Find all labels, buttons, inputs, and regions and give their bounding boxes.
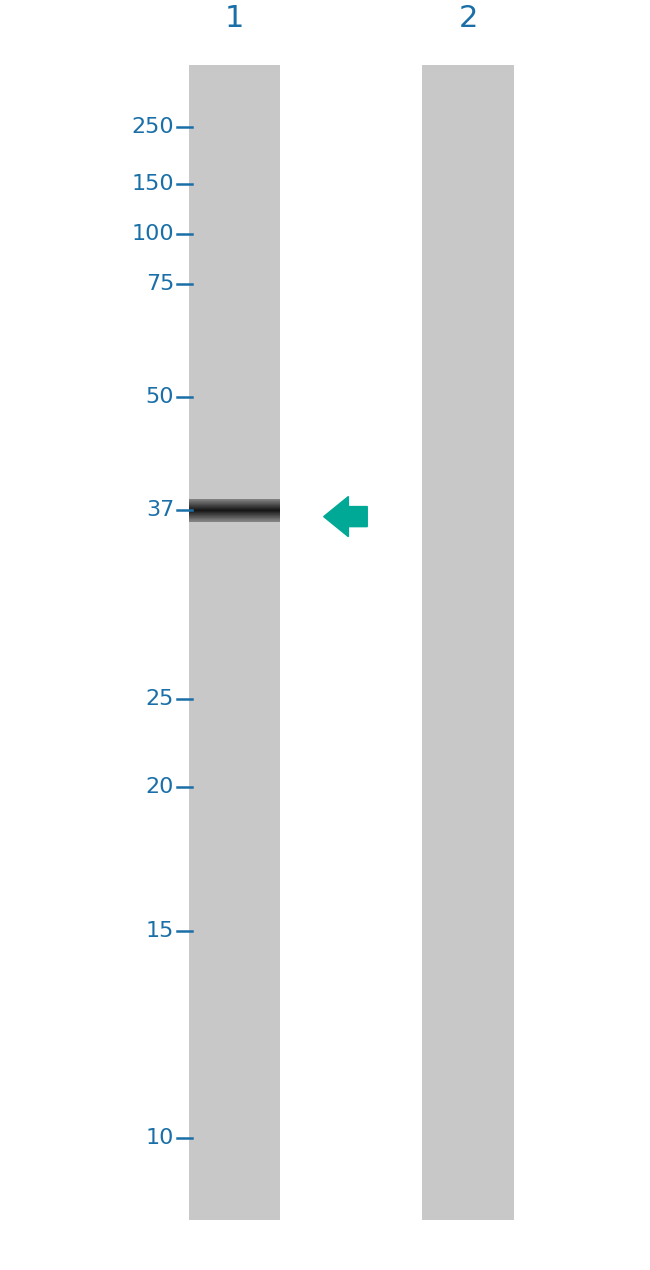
Text: 20: 20 bbox=[146, 776, 174, 796]
Text: 250: 250 bbox=[131, 117, 174, 137]
Text: 150: 150 bbox=[131, 174, 174, 194]
Text: 100: 100 bbox=[131, 224, 174, 244]
FancyArrow shape bbox=[324, 497, 367, 537]
Text: 2: 2 bbox=[458, 4, 478, 33]
Text: 75: 75 bbox=[146, 274, 174, 295]
Text: 25: 25 bbox=[146, 688, 174, 709]
Text: 10: 10 bbox=[146, 1128, 174, 1148]
Text: 15: 15 bbox=[146, 921, 174, 941]
Bar bbox=[422, 65, 514, 1219]
Text: 1: 1 bbox=[224, 4, 244, 33]
Text: 37: 37 bbox=[146, 500, 174, 521]
Text: 50: 50 bbox=[146, 387, 174, 408]
Bar bbox=[188, 65, 280, 1219]
